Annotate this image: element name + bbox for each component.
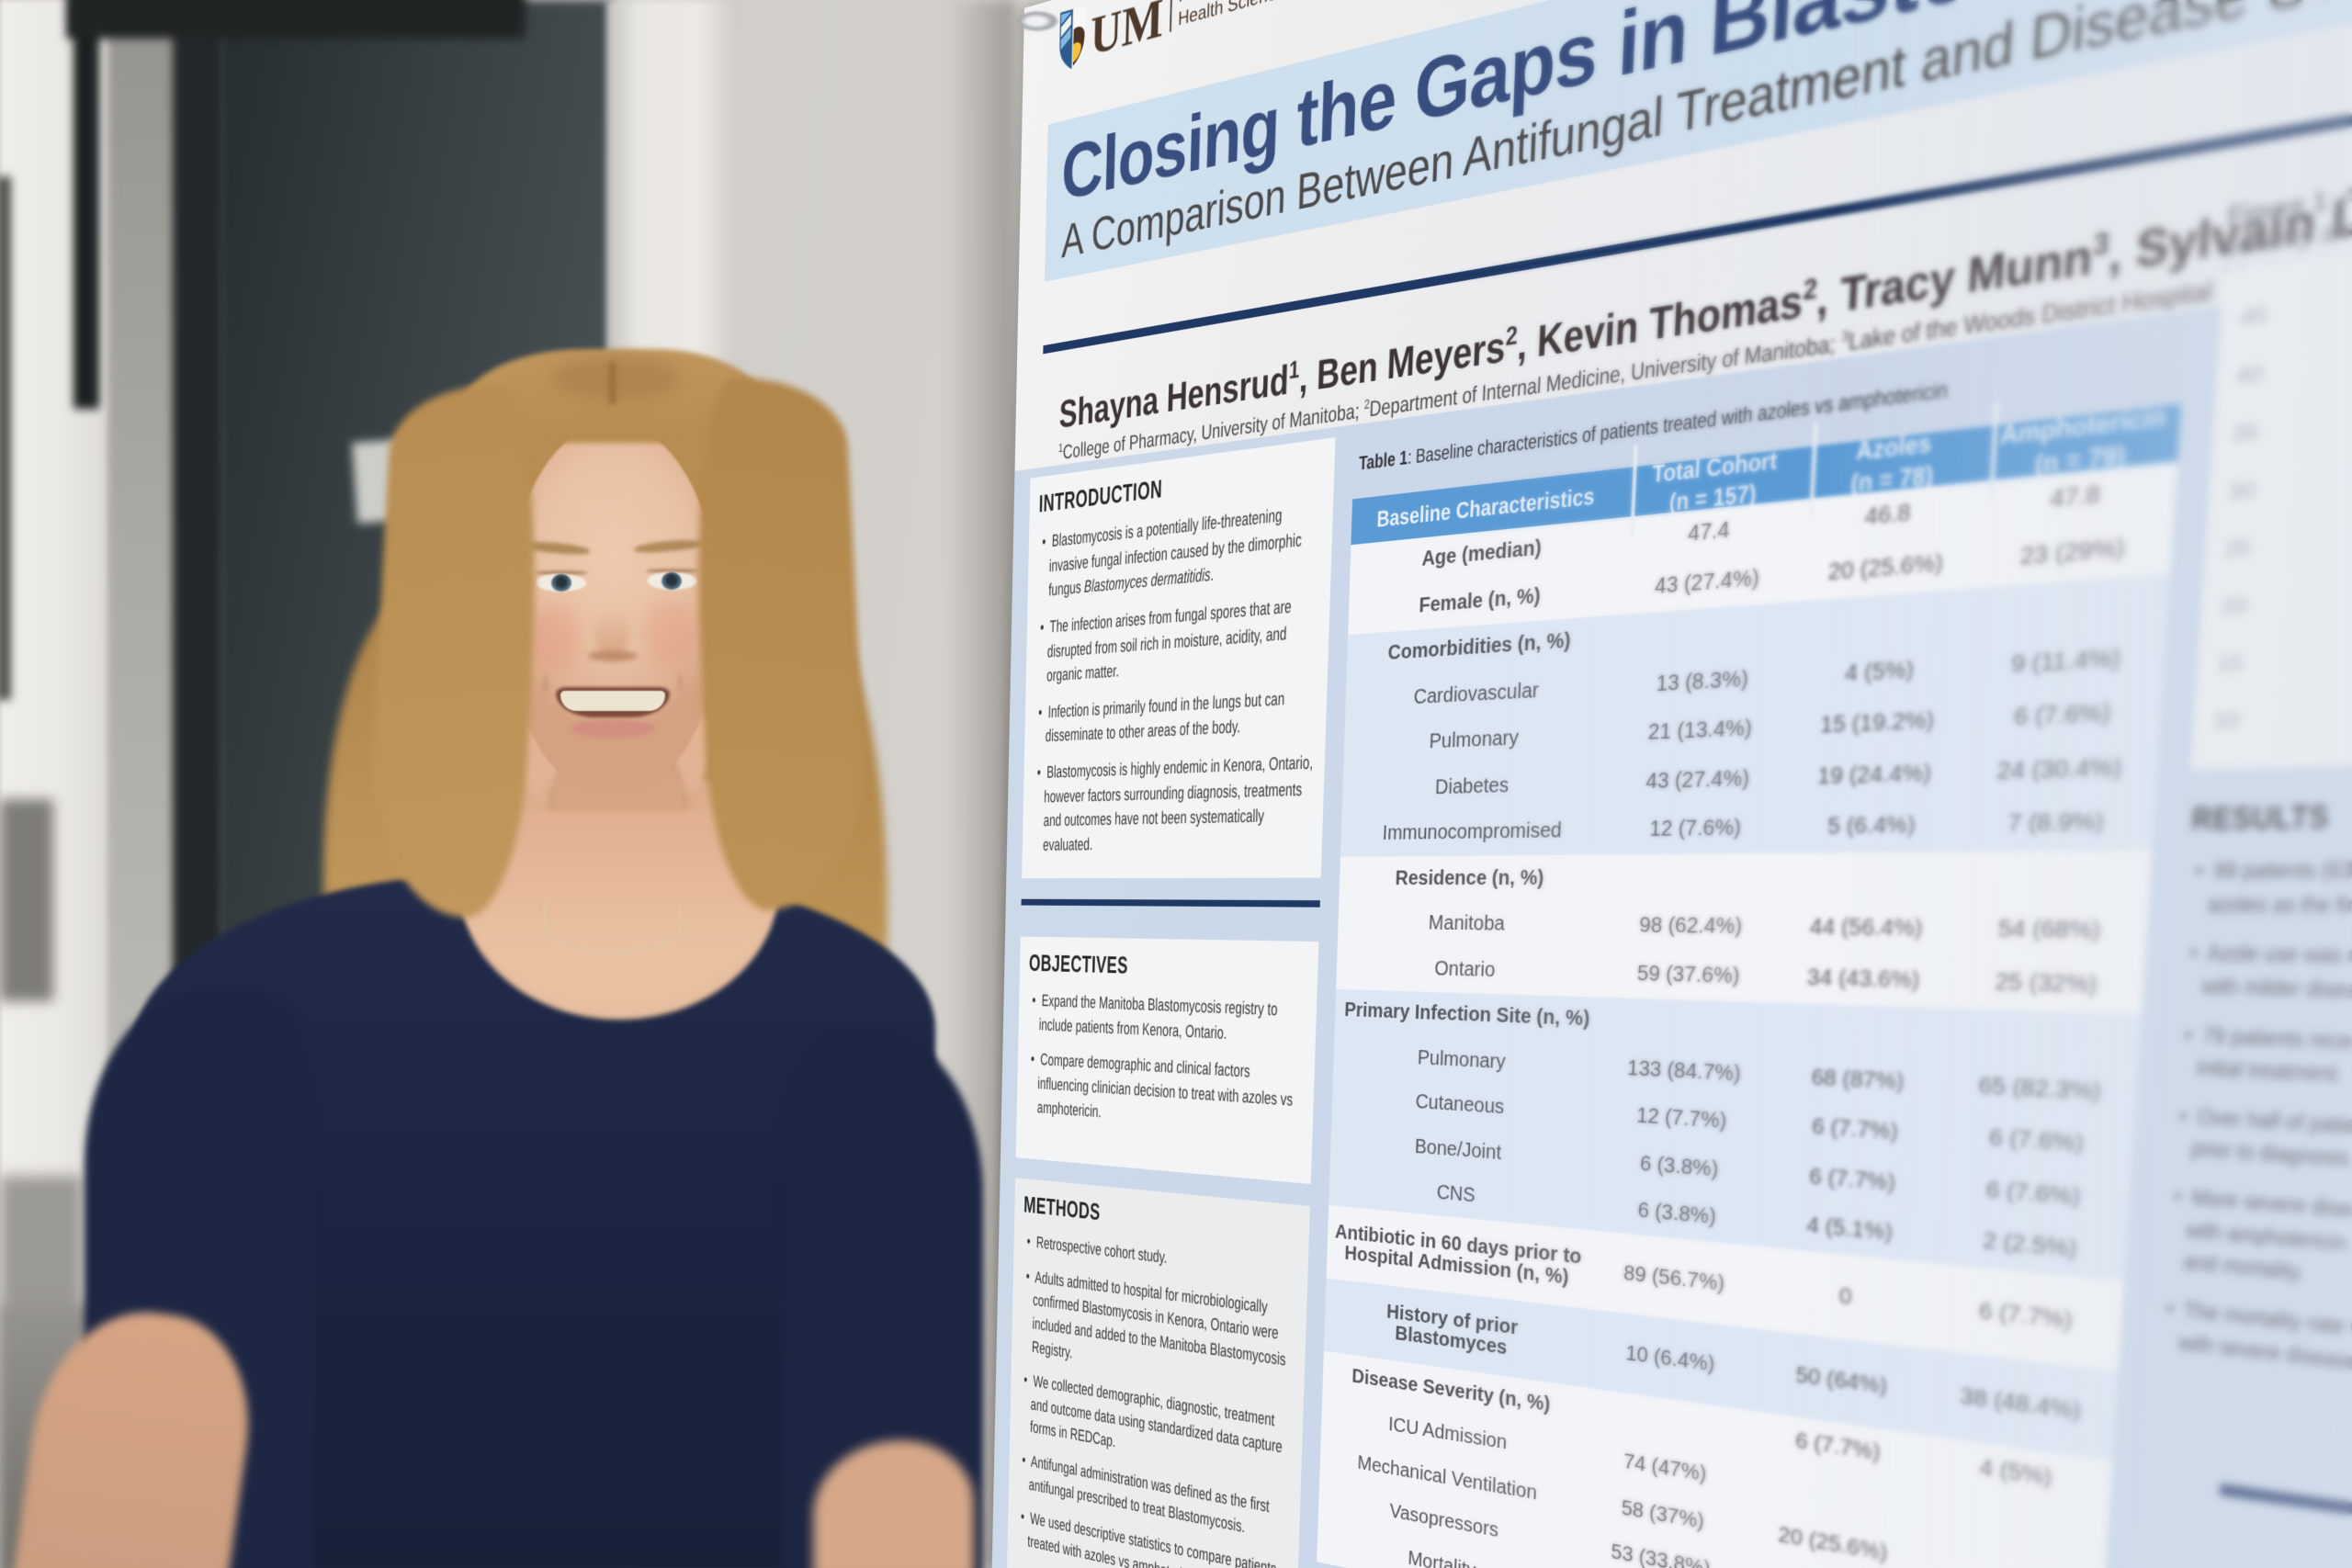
svg-text:Health Sciences: Health Sciences	[1178, 0, 1294, 30]
svg-text:UM: UM	[1090, 0, 1164, 68]
